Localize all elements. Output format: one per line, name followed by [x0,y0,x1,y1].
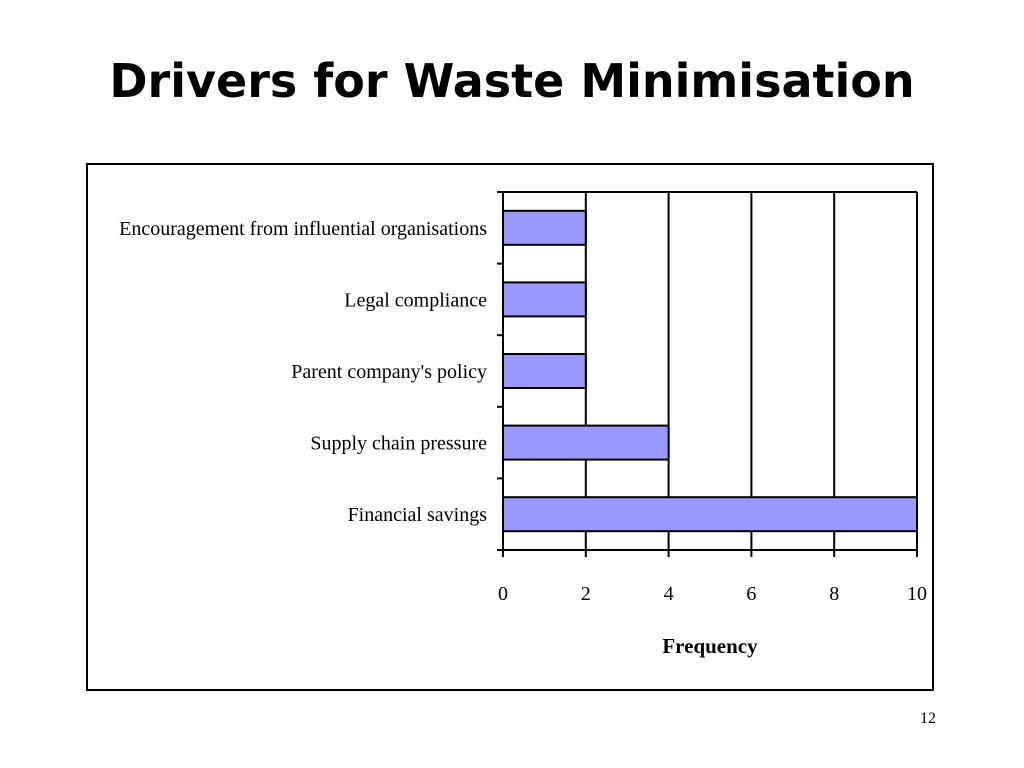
bar [502,209,587,246]
bar [502,353,587,389]
x-tick-label: 2 [581,583,591,605]
x-tick-label: 8 [829,583,839,605]
axes [497,191,918,557]
bar [502,424,670,461]
x-tick-label: 6 [746,583,756,605]
category-label: Legal compliance [344,289,487,311]
chart-frame: Encouragement from influential organisat… [86,163,934,691]
x-tick-label: 0 [498,583,508,605]
gridlines [503,191,918,550]
x-tick-label: 4 [664,583,674,605]
bars [502,209,918,533]
category-label: Supply chain pressure [310,433,487,455]
category-label: Financial savings [348,504,488,526]
category-labels: Encouragement from influential organisat… [119,218,487,526]
category-label: Encouragement from influential organisat… [119,218,487,240]
slide-title: Drivers for Waste Minimisation [109,54,915,108]
bar [502,496,918,533]
x-tick-label: 10 [907,583,927,605]
category-label: Parent company's policy [291,361,487,383]
bar-chart: Encouragement from influential organisat… [119,191,927,658]
bar [502,281,587,318]
x-axis-title: Frequency [662,634,758,658]
page-number: 12 [920,710,936,727]
tick-labels: 0 2 4 6 8 10 [498,583,927,605]
